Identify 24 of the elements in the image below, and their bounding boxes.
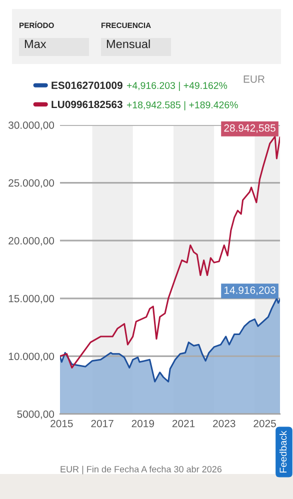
x-tick-label: 2017 <box>91 420 114 428</box>
x-tick-label: 2019 <box>132 420 154 428</box>
y-tick-label: 20.000,00 <box>8 237 54 246</box>
y-tick-label: 25.000,00 <box>8 179 54 188</box>
text: +18,942.585 | +189.426% <box>126 101 238 110</box>
text: EUR <box>244 76 265 83</box>
text: EUR | Fin de Fecha A fecha 30 abr 2026 <box>60 466 222 474</box>
y-tick-label: 5000,00 <box>17 410 54 420</box>
y-tick-label: 30.000,00 <box>8 122 54 130</box>
text: +4,916.203 | +49.162% <box>126 82 228 91</box>
y-tick-label: 15.000,00 <box>8 294 54 304</box>
text: Max <box>24 40 46 48</box>
y-tick-label: 10.000,00 <box>8 352 54 362</box>
annotation: 28.942,585 <box>224 124 276 133</box>
line-series <box>60 136 280 369</box>
legend-label: LU0996182563 <box>52 100 122 108</box>
legend-label: ES0162701009 <box>52 82 122 90</box>
annotation: 14.916,203 <box>224 286 276 296</box>
x-tick-label: 2025 <box>254 420 276 428</box>
x-tick-label: 2015 <box>50 420 73 428</box>
x-tick-label: 2023 <box>213 420 236 428</box>
text: Mensual <box>106 40 150 48</box>
text: Feedback <box>279 430 287 473</box>
x-tick-label: 2021 <box>172 420 195 428</box>
